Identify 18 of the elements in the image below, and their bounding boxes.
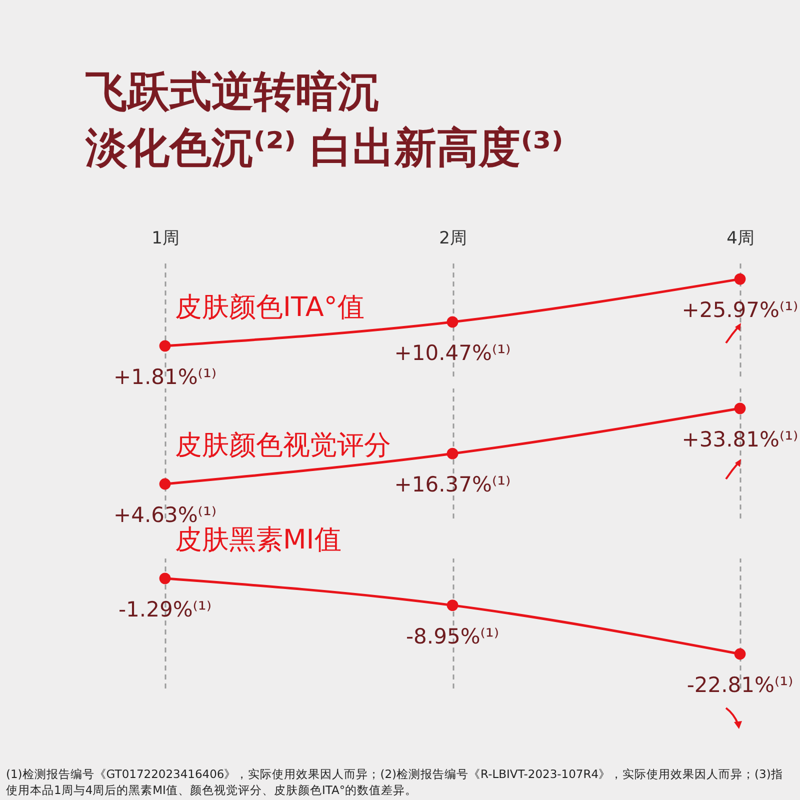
data-label: -8.95%⁽¹⁾ [406, 624, 500, 648]
data-label: -22.81%⁽¹⁾ [686, 672, 794, 697]
chart-title: 飞跃式逆转暗沉 [84, 67, 380, 116]
x-tick-label: 1周 [152, 228, 180, 248]
x-tick-label: 2周 [439, 228, 467, 248]
data-label: -1.29%⁽¹⁾ [118, 597, 212, 622]
data-label: +10.47%⁽¹⁾ [394, 340, 511, 365]
data-label: +33.81%⁽¹⁾ [682, 427, 798, 452]
series-label: 皮肤黑素MI值 [175, 524, 342, 556]
series-label: 皮肤颜色ITA°值 [175, 292, 364, 323]
x-tick-label: 4周 [726, 228, 754, 248]
data-label: +16.37%⁽¹⁾ [394, 472, 511, 497]
chart-subtitle: 淡化色沉⁽²⁾ 白出新高度⁽³⁾ [84, 123, 564, 172]
series-label: 皮肤颜色视觉评分 [175, 430, 391, 461]
data-label: +25.97%⁽¹⁾ [682, 298, 798, 322]
text: (1)检测报告编号《GT01722023416406》，实际使用效果因人而异；(2)检测报告编号《R-LBIVT-2023-107R4》，实际使用效果因人而异；(3)指使用本品1周与4周后的黑素MI值、颜色视觉评分、皮肤颜色ITA°的数值差异。 [6, 766, 784, 798]
data-label: +1.81%⁽¹⁾ [113, 364, 217, 389]
data-label: +4.63%⁽¹⁾ [113, 502, 217, 527]
